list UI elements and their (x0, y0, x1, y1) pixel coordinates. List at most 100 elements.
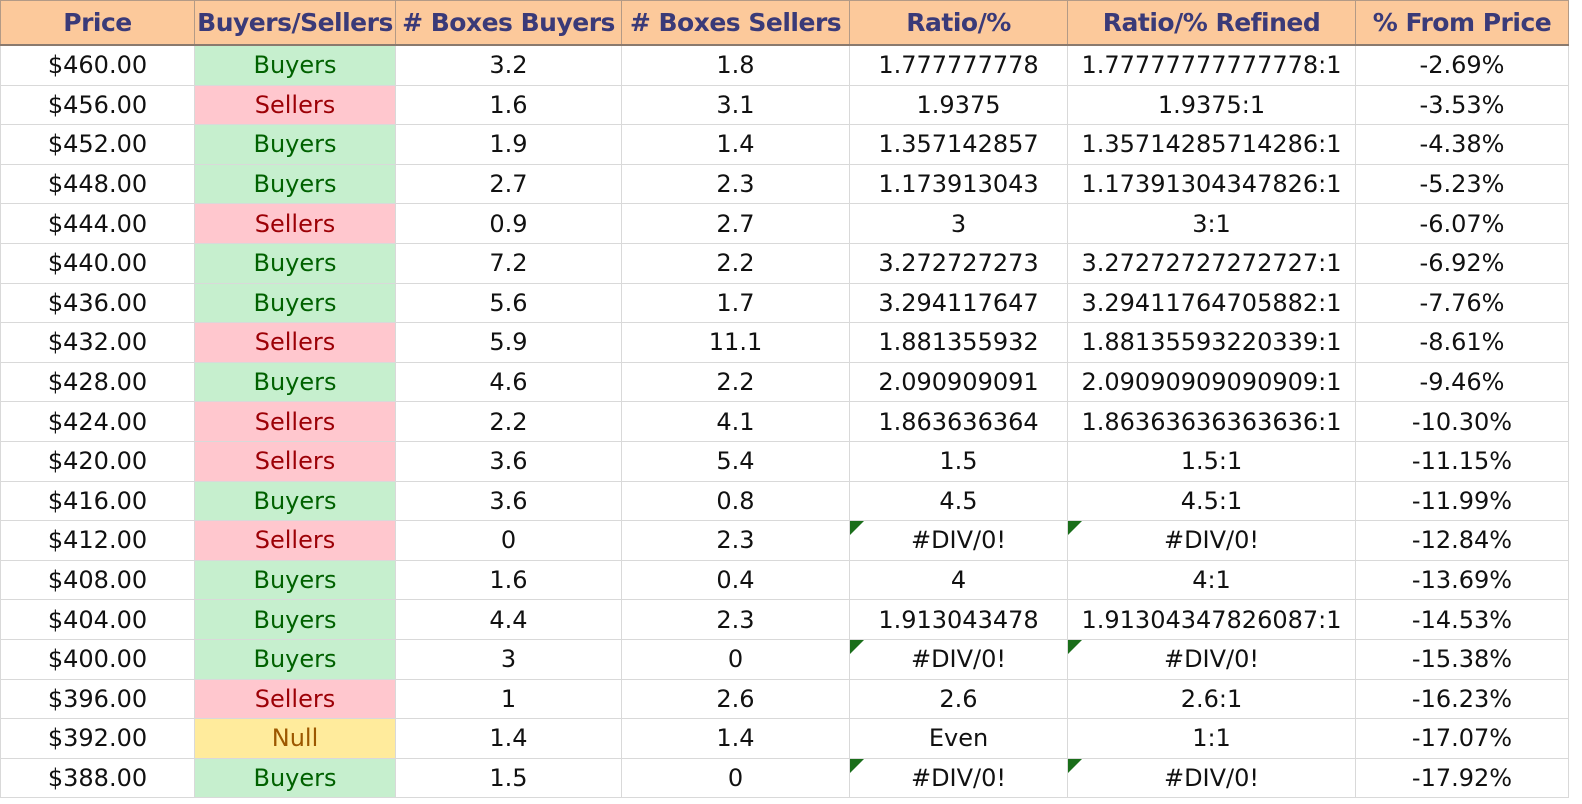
header-boxes-sellers[interactable]: # Boxes Sellers (621, 0, 850, 46)
side-cell[interactable]: Buyers (194, 163, 396, 205)
pct-from-price-cell[interactable]: -5.23% (1355, 163, 1569, 205)
ratio-cell[interactable]: 1.173913043 (849, 163, 1068, 205)
ratio-cell[interactable]: 4.5 (849, 480, 1068, 522)
ratio-refined-cell[interactable]: 3.27272727272727:1 (1067, 242, 1356, 284)
ratio-refined-cell[interactable]: 1.17391304347826:1 (1067, 163, 1356, 205)
side-cell[interactable]: Buyers (194, 44, 396, 86)
price-cell[interactable]: $456.00 (0, 84, 195, 126)
ratio-cell[interactable]: 1.913043478 (849, 599, 1068, 640)
boxes-buyers-cell[interactable]: 5.9 (395, 322, 622, 363)
price-cell[interactable]: $404.00 (0, 599, 195, 640)
side-cell[interactable]: Buyers (194, 480, 396, 522)
ratio-cell[interactable]: 1.5 (849, 440, 1068, 482)
boxes-sellers-cell[interactable]: 1.4 (621, 718, 850, 759)
boxes-buyers-cell[interactable]: 2.7 (395, 163, 622, 205)
pct-from-price-cell[interactable]: -10.30% (1355, 401, 1569, 442)
ratio-refined-cell[interactable]: 1.77777777777778:1 (1067, 44, 1356, 86)
side-cell[interactable]: Null (194, 718, 396, 759)
pct-from-price-cell[interactable]: -3.53% (1355, 84, 1569, 126)
pct-from-price-cell[interactable]: -6.92% (1355, 242, 1569, 284)
ratio-cell[interactable]: 3 (849, 203, 1068, 244)
price-cell[interactable]: $424.00 (0, 401, 195, 442)
boxes-sellers-cell[interactable]: 2.6 (621, 678, 850, 720)
ratio-cell[interactable]: #DIV/0! (849, 638, 1068, 680)
boxes-sellers-cell[interactable]: 0 (621, 757, 850, 799)
ratio-refined-cell[interactable]: 4:1 (1067, 559, 1356, 601)
ratio-cell[interactable]: 1.863636364 (849, 401, 1068, 442)
boxes-sellers-cell[interactable]: 1.4 (621, 124, 850, 165)
boxes-buyers-cell[interactable]: 3.6 (395, 480, 622, 522)
ratio-refined-cell[interactable]: 1:1 (1067, 718, 1356, 759)
header-pct-from-price[interactable]: % From Price (1355, 0, 1569, 46)
ratio-refined-cell[interactable]: 3.29411764705882:1 (1067, 282, 1356, 324)
boxes-buyers-cell[interactable]: 1.6 (395, 84, 622, 126)
pct-from-price-cell[interactable]: -9.46% (1355, 361, 1569, 403)
side-cell[interactable]: Sellers (194, 322, 396, 363)
boxes-buyers-cell[interactable]: 1.6 (395, 559, 622, 601)
side-cell[interactable]: Buyers (194, 361, 396, 403)
header-boxes-buyers[interactable]: # Boxes Buyers (395, 0, 622, 46)
ratio-cell[interactable]: 1.9375 (849, 84, 1068, 126)
boxes-sellers-cell[interactable]: 4.1 (621, 401, 850, 442)
ratio-refined-cell[interactable]: 2.6:1 (1067, 678, 1356, 720)
side-cell[interactable]: Sellers (194, 678, 396, 720)
price-cell[interactable]: $408.00 (0, 559, 195, 601)
price-cell[interactable]: $436.00 (0, 282, 195, 324)
price-cell[interactable]: $432.00 (0, 322, 195, 363)
boxes-buyers-cell[interactable]: 3 (395, 638, 622, 680)
ratio-cell[interactable]: 1.777777778 (849, 44, 1068, 86)
pct-from-price-cell[interactable]: -17.92% (1355, 757, 1569, 799)
boxes-buyers-cell[interactable]: 1.4 (395, 718, 622, 759)
ratio-cell[interactable]: 1.881355932 (849, 322, 1068, 363)
pct-from-price-cell[interactable]: -13.69% (1355, 559, 1569, 601)
ratio-refined-cell[interactable]: 1.88135593220339:1 (1067, 322, 1356, 363)
boxes-buyers-cell[interactable]: 4.4 (395, 599, 622, 640)
ratio-cell[interactable]: #DIV/0! (849, 520, 1068, 561)
side-cell[interactable]: Sellers (194, 440, 396, 482)
price-cell[interactable]: $420.00 (0, 440, 195, 482)
ratio-refined-cell[interactable]: 1.91304347826087:1 (1067, 599, 1356, 640)
price-cell[interactable]: $428.00 (0, 361, 195, 403)
boxes-buyers-cell[interactable]: 0.9 (395, 203, 622, 244)
pct-from-price-cell[interactable]: -2.69% (1355, 44, 1569, 86)
ratio-cell[interactable]: 4 (849, 559, 1068, 601)
side-cell[interactable]: Buyers (194, 559, 396, 601)
side-cell[interactable]: Buyers (194, 242, 396, 284)
side-cell[interactable]: Sellers (194, 520, 396, 561)
ratio-refined-cell[interactable]: #DIV/0! (1067, 757, 1356, 799)
header-ratio[interactable]: Ratio/% (849, 0, 1068, 46)
boxes-buyers-cell[interactable]: 4.6 (395, 361, 622, 403)
boxes-sellers-cell[interactable]: 2.2 (621, 361, 850, 403)
side-cell[interactable]: Sellers (194, 401, 396, 442)
header-ratio-refined[interactable]: Ratio/% Refined (1067, 0, 1356, 46)
price-cell[interactable]: $452.00 (0, 124, 195, 165)
price-cell[interactable]: $388.00 (0, 757, 195, 799)
boxes-sellers-cell[interactable]: 5.4 (621, 440, 850, 482)
boxes-sellers-cell[interactable]: 0.4 (621, 559, 850, 601)
ratio-cell[interactable]: 1.357142857 (849, 124, 1068, 165)
pct-from-price-cell[interactable]: -14.53% (1355, 599, 1569, 640)
boxes-sellers-cell[interactable]: 2.2 (621, 242, 850, 284)
side-cell[interactable]: Buyers (194, 638, 396, 680)
price-cell[interactable]: $396.00 (0, 678, 195, 720)
ratio-cell[interactable]: 2.090909091 (849, 361, 1068, 403)
side-cell[interactable]: Sellers (194, 203, 396, 244)
ratio-refined-cell[interactable]: 1.9375:1 (1067, 84, 1356, 126)
pct-from-price-cell[interactable]: -6.07% (1355, 203, 1569, 244)
header-price[interactable]: Price (0, 0, 195, 46)
boxes-sellers-cell[interactable]: 11.1 (621, 322, 850, 363)
ratio-refined-cell[interactable]: 4.5:1 (1067, 480, 1356, 522)
side-cell[interactable]: Sellers (194, 84, 396, 126)
ratio-refined-cell[interactable]: #DIV/0! (1067, 520, 1356, 561)
boxes-sellers-cell[interactable]: 2.3 (621, 599, 850, 640)
boxes-sellers-cell[interactable]: 0.8 (621, 480, 850, 522)
ratio-refined-cell[interactable]: 1.5:1 (1067, 440, 1356, 482)
ratio-cell[interactable]: #DIV/0! (849, 757, 1068, 799)
price-cell[interactable]: $440.00 (0, 242, 195, 284)
ratio-refined-cell[interactable]: 1.35714285714286:1 (1067, 124, 1356, 165)
boxes-sellers-cell[interactable]: 1.7 (621, 282, 850, 324)
boxes-buyers-cell[interactable]: 1.9 (395, 124, 622, 165)
boxes-buyers-cell[interactable]: 5.6 (395, 282, 622, 324)
price-cell[interactable]: $448.00 (0, 163, 195, 205)
ratio-cell[interactable]: Even (849, 718, 1068, 759)
